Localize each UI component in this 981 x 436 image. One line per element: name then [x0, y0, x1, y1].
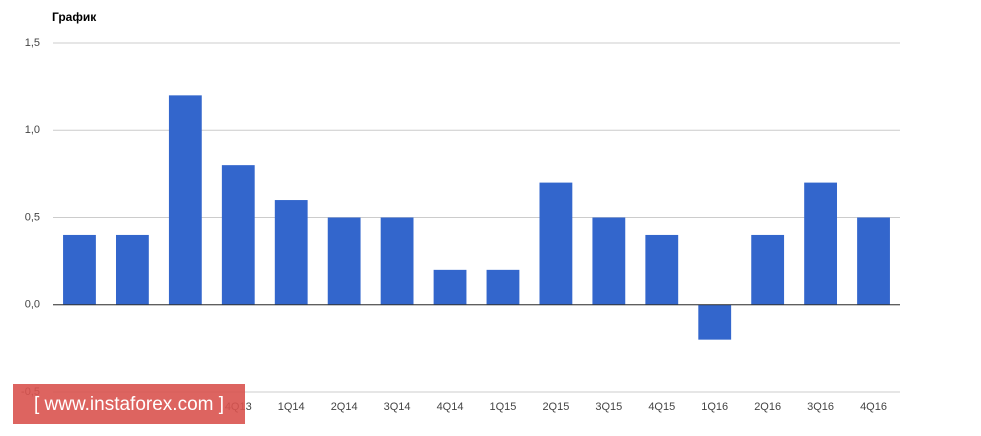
x-tick-label: 4Q14 [437, 401, 464, 413]
y-tick-label: 0,5 [25, 211, 40, 223]
bar [168, 95, 202, 305]
x-tick-label: 2Q14 [331, 401, 358, 413]
bar [857, 217, 890, 305]
bar [592, 217, 626, 305]
bar [115, 234, 149, 305]
x-tick-label: 3Q15 [595, 401, 622, 413]
bar [380, 217, 414, 305]
bar [804, 182, 838, 305]
x-tick-label: 4Q15 [648, 401, 675, 413]
bar [63, 234, 96, 305]
bar [486, 269, 520, 305]
x-tick-label: 4Q16 [860, 401, 887, 413]
bar [751, 234, 785, 305]
bar [433, 269, 467, 305]
x-tick-label: 1Q16 [701, 401, 728, 413]
bar [327, 217, 361, 305]
bar [221, 165, 255, 305]
chart-title: График [52, 10, 97, 24]
y-tick-label: 0,0 [25, 299, 40, 311]
watermark: [ www.instaforex.com ] [34, 394, 224, 415]
bar [274, 200, 308, 305]
x-tick-label: 2Q15 [542, 401, 569, 413]
bar [645, 234, 679, 305]
y-tick-label: 1,0 [25, 124, 40, 136]
x-tick-label: 2Q16 [754, 401, 781, 413]
x-tick-label: 1Q14 [278, 401, 305, 413]
watermark-box [13, 384, 245, 424]
bar [698, 304, 732, 340]
x-tick-label: 3Q14 [384, 401, 411, 413]
bar [539, 182, 573, 305]
x-tick-label: 1Q15 [490, 401, 517, 413]
y-tick-label: 1,5 [25, 37, 40, 49]
x-tick-label: 3Q16 [807, 401, 834, 413]
